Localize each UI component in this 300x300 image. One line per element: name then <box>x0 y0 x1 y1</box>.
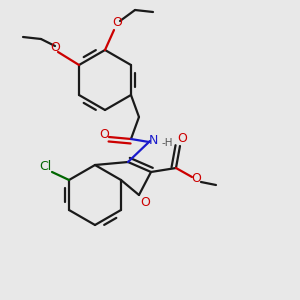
Text: O: O <box>99 128 109 142</box>
Text: O: O <box>191 172 201 184</box>
Text: O: O <box>112 16 122 29</box>
Text: O: O <box>177 133 187 146</box>
Text: O: O <box>50 40 60 53</box>
Text: O: O <box>140 196 150 208</box>
Text: N: N <box>148 134 158 148</box>
Text: -H: -H <box>161 138 173 148</box>
Text: Cl: Cl <box>39 160 51 172</box>
